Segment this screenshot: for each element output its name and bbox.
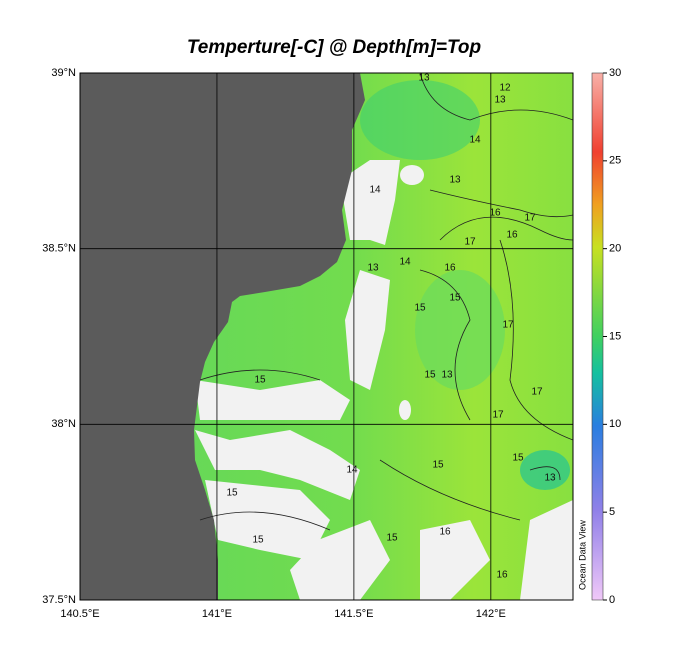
contour-label: 15: [254, 375, 266, 386]
contour-label: 17: [464, 237, 476, 248]
contour-label: 13: [449, 175, 461, 186]
contour-label: 13: [418, 73, 430, 84]
colorbar-tick-label: 10: [609, 418, 621, 430]
watermark: Ocean Data View: [577, 520, 587, 590]
contour-label: 17: [502, 320, 514, 331]
y-tick-label: 39°N: [51, 67, 76, 79]
contour-label: 13: [544, 473, 556, 484]
colorbar-tick-label: 20: [609, 243, 621, 255]
contour-label: 16: [496, 570, 508, 581]
contour-label: 14: [399, 257, 411, 268]
contour-label: 15: [386, 533, 398, 544]
contour-label: 15: [226, 488, 238, 499]
contour-label: 16: [489, 208, 501, 219]
land: [80, 73, 365, 600]
contour-label: 16: [444, 263, 456, 274]
y-tick-label: 38°N: [51, 418, 76, 430]
map-area: [80, 73, 573, 600]
contour-label: 15: [252, 535, 264, 546]
contour-label: 15: [432, 460, 444, 471]
x-tick-label: 142°E: [476, 608, 506, 620]
colorbar: [591, 72, 604, 601]
chart-title: Temperture[-C] @ Depth[m]=Top: [187, 37, 481, 58]
contour-label: 14: [369, 185, 381, 196]
colorbar-tick-label: 25: [609, 155, 621, 167]
contour-label: 15: [512, 453, 524, 464]
y-tick-label: 37.5°N: [42, 594, 76, 606]
sea: [360, 80, 480, 160]
colorbar-tick-label: 5: [609, 506, 615, 518]
no-data: [195, 160, 573, 600]
contour-label: 17: [492, 410, 504, 421]
contour-label: 13: [441, 370, 453, 381]
contour-label: 13: [367, 263, 379, 274]
colorbar-tick-label: 15: [609, 330, 621, 342]
contour-label: 16: [439, 527, 451, 538]
contour-label: 14: [469, 135, 481, 146]
colorbar-tick-label: 30: [609, 67, 621, 79]
x-tick-label: 140.5°E: [60, 608, 99, 620]
contour-label: 12: [499, 83, 511, 94]
sea: [415, 270, 505, 390]
contour-label: 17: [531, 387, 543, 398]
contour-label: 15: [449, 293, 461, 304]
y-tick-label: 38.5°N: [42, 243, 76, 255]
contour-label: 17: [524, 213, 536, 224]
colorbar-tick-label: 0: [609, 594, 615, 606]
x-tick-label: 141.5°E: [334, 608, 373, 620]
contour-label: 15: [414, 303, 426, 314]
contour-label: 15: [424, 370, 436, 381]
contour-label: 14: [346, 465, 358, 476]
x-tick-label: 141°E: [202, 608, 232, 620]
sea: [520, 450, 570, 490]
contour-label: 13: [494, 95, 506, 106]
contour-label: 16: [506, 230, 518, 241]
